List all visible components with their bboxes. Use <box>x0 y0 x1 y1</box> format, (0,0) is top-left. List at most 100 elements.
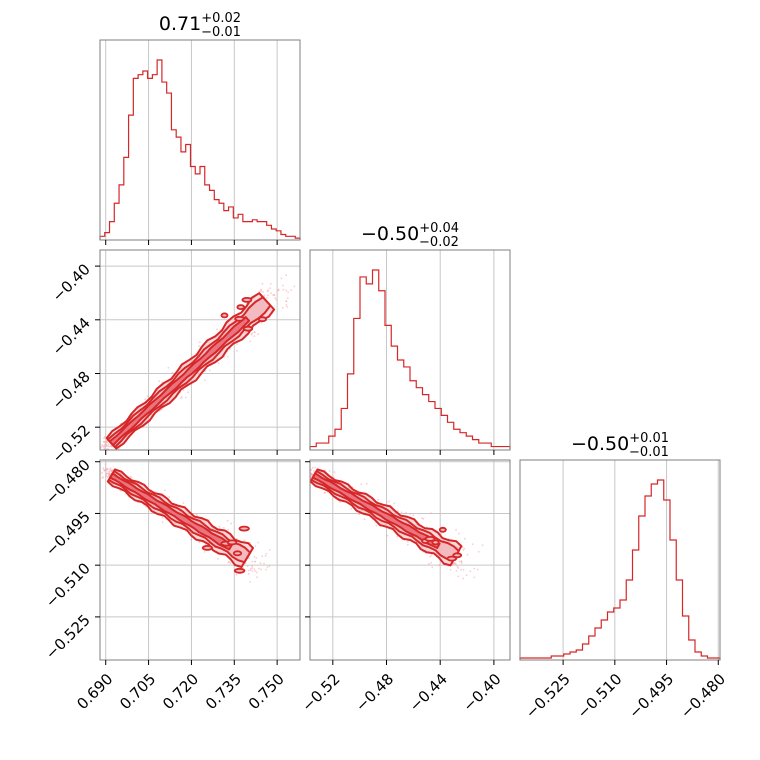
sample-point <box>103 437 105 440</box>
sample-point <box>115 451 117 453</box>
sample-point <box>412 514 415 517</box>
sample-point <box>457 575 460 578</box>
sample-point <box>254 331 256 334</box>
parameter-title-0: 0.71+0.02 −0.01 <box>159 11 241 40</box>
sample-point <box>103 468 105 471</box>
sample-point <box>260 288 262 291</box>
sample-point <box>254 560 256 563</box>
sample-point <box>181 396 183 398</box>
title-lower-error: −0.01 <box>201 25 241 40</box>
sample-point <box>204 379 206 381</box>
sample-point <box>463 547 466 550</box>
sample-point <box>286 297 289 300</box>
sample-point <box>217 362 220 365</box>
sample-point <box>307 473 309 475</box>
sample-point <box>104 463 107 465</box>
panel-frame <box>309 249 511 451</box>
sample-point <box>222 527 225 529</box>
panel-frame <box>99 249 301 451</box>
sample-point <box>460 562 463 565</box>
sample-point <box>286 305 288 308</box>
contour-island <box>424 536 436 542</box>
sample-point <box>438 564 440 567</box>
panel-0-0 <box>100 40 300 240</box>
sample-point <box>109 445 112 447</box>
sample-point <box>182 389 185 392</box>
histogram-step-line <box>309 269 511 450</box>
sample-point <box>250 567 252 570</box>
sample-point <box>386 534 389 537</box>
contour-island <box>438 526 447 533</box>
sample-point <box>146 395 149 398</box>
sample-point <box>281 284 284 287</box>
sample-point <box>144 505 147 508</box>
sample-point <box>307 475 309 477</box>
contour-level-3 <box>108 316 251 447</box>
contour-island <box>257 316 267 323</box>
sample-point <box>458 560 461 563</box>
sample-point <box>251 560 254 563</box>
sample-point <box>308 481 310 483</box>
sample-point <box>377 498 380 501</box>
contour-island <box>446 555 458 562</box>
y-tick-label: −0.480 <box>42 456 94 508</box>
sample-point <box>251 570 254 572</box>
sample-point <box>261 555 264 558</box>
sample-point <box>103 445 106 448</box>
sample-point <box>285 289 288 292</box>
y-tick-label: −0.44 <box>49 314 94 359</box>
title-upper-error: +0.02 <box>201 11 241 26</box>
x-tick-label: −0.52 <box>298 670 343 715</box>
x-tick-label: −0.495 <box>625 670 677 722</box>
sample-point <box>103 452 105 454</box>
sample-point <box>430 512 432 514</box>
sample-point <box>405 511 407 514</box>
contour-island <box>238 525 250 532</box>
sample-point <box>216 328 218 331</box>
sample-point <box>460 568 462 571</box>
sample-point <box>308 468 310 470</box>
sample-point <box>449 569 452 571</box>
sample-point <box>105 475 108 478</box>
sample-point <box>290 289 292 291</box>
sample-point <box>268 565 271 568</box>
parameter-title-1: −0.50+0.04 −0.02 <box>361 221 459 250</box>
sample-point <box>308 470 310 472</box>
contour-island <box>226 539 238 546</box>
sample-point <box>310 469 312 471</box>
sample-point <box>108 470 111 473</box>
sample-point <box>360 483 363 486</box>
sample-point <box>304 473 306 475</box>
sample-point <box>275 299 278 301</box>
sample-point <box>339 501 341 503</box>
x-tick-label: −0.480 <box>677 670 729 722</box>
sample-point <box>247 572 250 575</box>
sample-point <box>198 541 201 544</box>
sample-point <box>462 549 465 552</box>
sample-point <box>464 537 466 540</box>
contour-island <box>232 550 243 557</box>
sample-point <box>350 508 353 510</box>
sample-point <box>198 345 201 348</box>
sample-point <box>265 297 268 299</box>
sample-point <box>111 469 113 471</box>
sample-point <box>277 288 280 291</box>
sample-point <box>161 516 164 519</box>
sample-point <box>305 473 307 475</box>
title-upper-error: +0.04 <box>419 221 459 236</box>
sample-point <box>257 541 260 544</box>
x-tick-label: 0.735 <box>202 670 245 713</box>
sample-point <box>227 561 230 564</box>
y-tick-label: −0.495 <box>42 508 94 560</box>
sample-point <box>305 474 307 476</box>
x-tick-label: −0.44 <box>406 670 451 715</box>
sample-point <box>304 473 306 475</box>
sample-point <box>98 476 100 478</box>
sample-point <box>255 571 258 574</box>
sample-point <box>119 489 122 492</box>
sample-point <box>285 274 287 277</box>
sample-point <box>251 565 254 568</box>
panel-1-1 <box>310 250 510 450</box>
density-layer <box>100 274 296 454</box>
panel-background <box>310 250 510 450</box>
